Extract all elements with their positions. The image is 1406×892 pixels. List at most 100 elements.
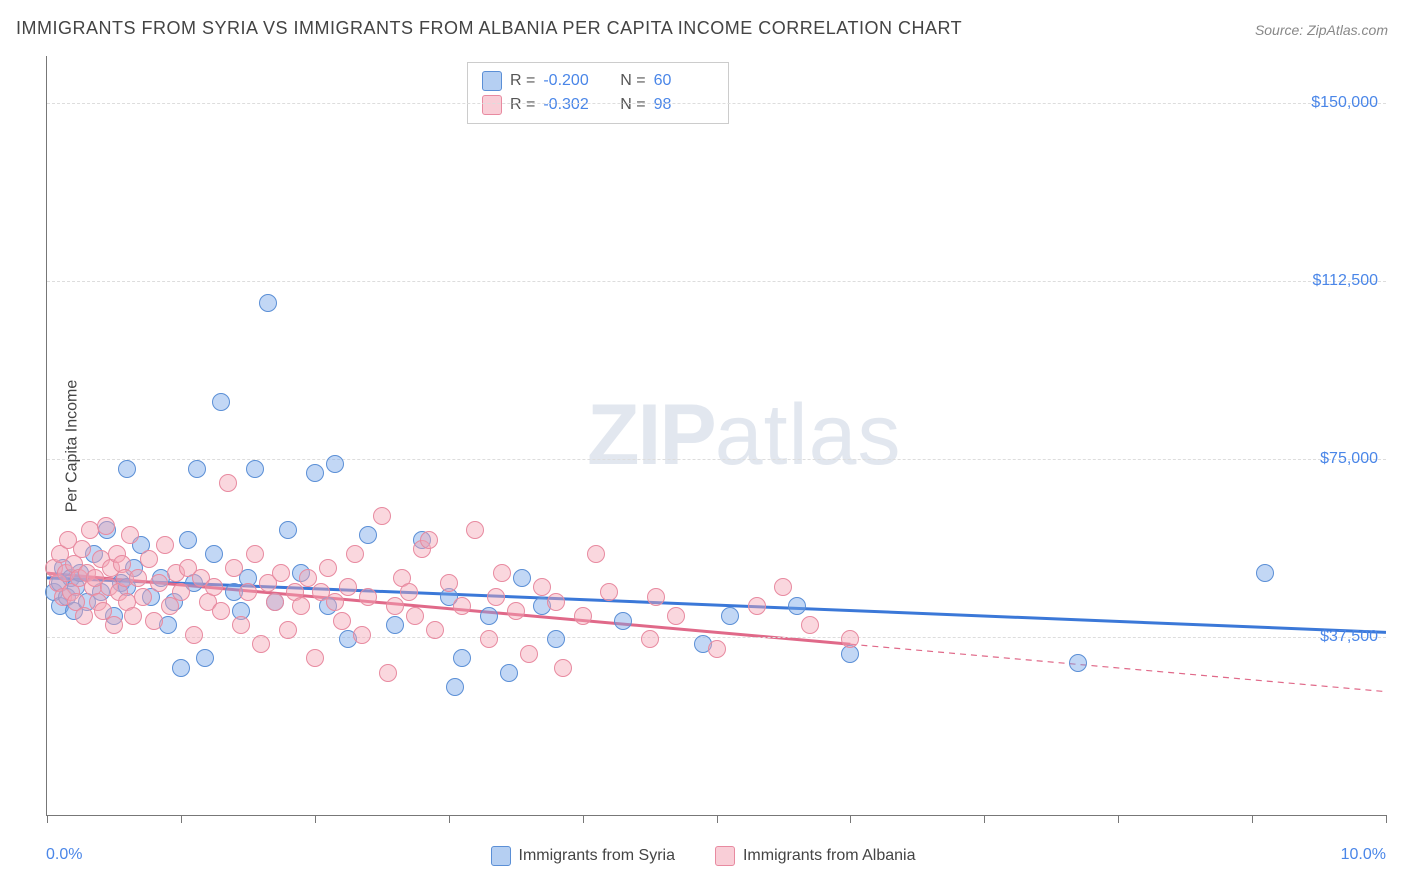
gridline-h [47, 281, 1386, 282]
data-point [466, 521, 484, 539]
r-value: -0.302 [543, 93, 603, 117]
data-point [150, 574, 168, 592]
data-point [359, 588, 377, 606]
y-tick-label: $75,000 [1320, 450, 1378, 468]
r-label: R = [510, 69, 535, 93]
legend-item-albania: Immigrants from Albania [715, 846, 916, 866]
data-point [359, 526, 377, 544]
legend-label-syria: Immigrants from Syria [519, 847, 675, 865]
data-point [748, 597, 766, 615]
data-point [400, 583, 418, 601]
x-tick [449, 815, 450, 823]
x-tick [850, 815, 851, 823]
data-point [554, 659, 572, 677]
r-label: R = [510, 93, 535, 117]
data-point [319, 559, 337, 577]
data-point [145, 612, 163, 630]
x-tick [1252, 815, 1253, 823]
data-point [801, 616, 819, 634]
data-point [480, 607, 498, 625]
data-point [587, 545, 605, 563]
correlation-row: R = -0.200 N = 60 [482, 69, 714, 93]
x-tick [984, 815, 985, 823]
pink-swatch-icon [715, 846, 735, 866]
data-point [1256, 564, 1274, 582]
data-point [140, 550, 158, 568]
trend-line-extrapolated [850, 644, 1386, 691]
chart-title: IMMIGRANTS FROM SYRIA VS IMMIGRANTS FROM… [16, 18, 962, 39]
data-point [353, 626, 371, 644]
blue-swatch-icon [491, 846, 511, 866]
data-point [205, 545, 223, 563]
data-point [279, 521, 297, 539]
data-point [118, 460, 136, 478]
data-point [721, 607, 739, 625]
data-point [219, 474, 237, 492]
data-point [426, 621, 444, 639]
data-point [420, 531, 438, 549]
data-point [346, 545, 364, 563]
data-point [547, 630, 565, 648]
data-point [299, 569, 317, 587]
series-legend: Immigrants from Syria Immigrants from Al… [0, 846, 1406, 866]
watermark-atlas: atlas [715, 387, 902, 483]
watermark-zip: ZIP [587, 387, 715, 483]
data-point [326, 593, 344, 611]
r-value: -0.200 [543, 69, 603, 93]
data-point [774, 578, 792, 596]
data-point [266, 593, 284, 611]
data-point [232, 616, 250, 634]
data-point [841, 630, 859, 648]
gridline-h [47, 459, 1386, 460]
data-point [487, 588, 505, 606]
x-tick [1118, 815, 1119, 823]
data-point [708, 640, 726, 658]
data-point [453, 597, 471, 615]
data-point [333, 612, 351, 630]
data-point [73, 540, 91, 558]
legend-item-syria: Immigrants from Syria [491, 846, 675, 866]
source-prefix: Source: [1255, 22, 1307, 38]
legend-label-albania: Immigrants from Albania [743, 847, 916, 865]
data-point [513, 569, 531, 587]
data-point [212, 602, 230, 620]
data-point [259, 294, 277, 312]
watermark: ZIPatlas [587, 386, 901, 485]
data-point [386, 597, 404, 615]
data-point [339, 578, 357, 596]
data-point [480, 630, 498, 648]
data-point [185, 626, 203, 644]
n-label: N = [611, 93, 645, 117]
data-point [239, 583, 257, 601]
data-point [172, 659, 190, 677]
data-point [306, 464, 324, 482]
x-tick [315, 815, 316, 823]
data-point [196, 649, 214, 667]
data-point [440, 574, 458, 592]
data-point [205, 578, 223, 596]
data-point [105, 616, 123, 634]
data-point [520, 645, 538, 663]
n-value: 60 [654, 69, 714, 93]
data-point [306, 649, 324, 667]
x-tick [1386, 815, 1387, 823]
scatter-plot-area: ZIPatlas R = -0.200 N = 60R = -0.302 N =… [46, 56, 1386, 816]
data-point [386, 616, 404, 634]
data-point [493, 564, 511, 582]
data-point [172, 583, 190, 601]
x-tick [47, 815, 48, 823]
data-point [97, 517, 115, 535]
data-point [641, 630, 659, 648]
data-point [121, 526, 139, 544]
y-tick-label: $150,000 [1311, 94, 1378, 112]
data-point [279, 621, 297, 639]
x-tick [181, 815, 182, 823]
data-point [667, 607, 685, 625]
data-point [373, 507, 391, 525]
x-tick [717, 815, 718, 823]
n-value: 98 [654, 93, 714, 117]
data-point [292, 597, 310, 615]
data-point [252, 635, 270, 653]
data-point [533, 578, 551, 596]
data-point [1069, 654, 1087, 672]
